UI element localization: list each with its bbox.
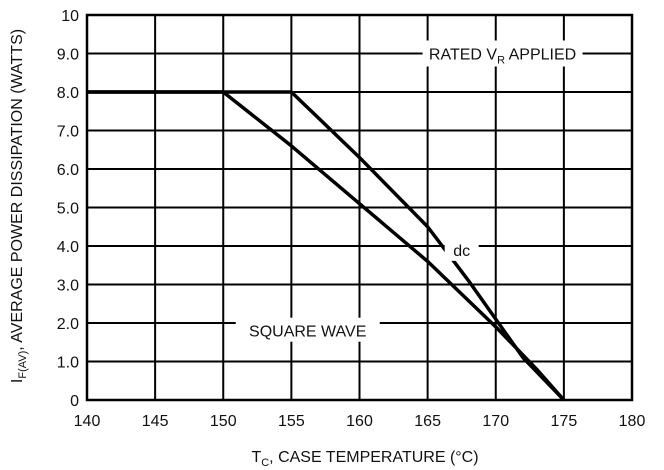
x-tick-label: 155 (278, 413, 305, 430)
annotation-square-wave-bg (235, 317, 380, 342)
annotation-rated-bg (422, 40, 583, 67)
x-tick-label: 175 (551, 413, 578, 430)
annotation-dc: dc (453, 243, 470, 260)
y-tick-label: 1.0 (57, 355, 79, 372)
annotation-square-wave: SQUARE WAVE (249, 324, 366, 341)
y-tick-label: 7.0 (57, 124, 79, 141)
grid (85, 13, 634, 402)
y-tick-label: 4.0 (57, 239, 79, 256)
y-tick-label: 3.0 (57, 278, 79, 295)
x-tick-label: 170 (482, 413, 509, 430)
x-tick-label: 180 (619, 413, 646, 430)
y-tick-label: 2.0 (57, 316, 79, 333)
y-tick-label: 8.0 (57, 85, 79, 102)
y-tick-labels: 0 1.0 2.0 3.0 4.0 5.0 6.0 7.0 8.0 9.0 10 (57, 8, 79, 410)
x-tick-label: 150 (210, 413, 237, 430)
x-tick-label: 165 (414, 413, 441, 430)
x-tick-label: 145 (142, 413, 169, 430)
x-axis-title: TC, CASE TEMPERATURE (°C) (251, 449, 478, 469)
x-tick-labels: 140 145 150 155 160 165 170 175 180 (74, 413, 646, 430)
annotations-layer: RATED VR APPLIED dc SQUARE WAVE (235, 40, 583, 342)
y-tick-label: 10 (61, 8, 79, 25)
x-tick-label: 160 (346, 413, 373, 430)
y-tick-label: 0 (70, 393, 79, 410)
series-line-square-wave (87, 90, 566, 402)
y-axis-title: IF(AV), AVERAGE POWER DISSIPATION (WATTS… (9, 29, 29, 383)
y-tick-label: 6.0 (57, 162, 79, 179)
x-tick-label: 140 (74, 413, 101, 430)
annotation-rated-vr-applied: RATED VR APPLIED (429, 47, 576, 67)
plot-frame (85, 13, 634, 402)
y-tick-label: 5.0 (57, 201, 79, 218)
y-tick-label: 9.0 (57, 47, 79, 64)
annotation-dc-bg (444, 236, 479, 261)
